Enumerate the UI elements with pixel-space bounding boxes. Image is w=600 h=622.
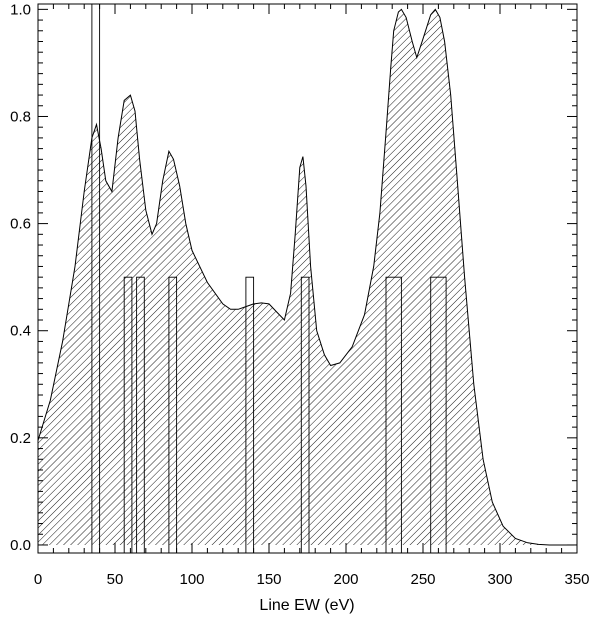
x-tick-label: 200 xyxy=(333,571,358,588)
y-tick-label: 0.4 xyxy=(10,323,31,340)
x-tick-label: 300 xyxy=(487,571,512,588)
y-tick-label: 0.8 xyxy=(10,108,31,125)
x-tick-label: 150 xyxy=(256,571,281,588)
plot-frame xyxy=(37,3,578,554)
x-tick-label: 350 xyxy=(564,571,589,588)
y-tick-label: 0.6 xyxy=(10,216,31,233)
y-tick-label: 1.0 xyxy=(10,1,31,18)
x-tick-label: 100 xyxy=(179,571,204,588)
x-tick-label: 250 xyxy=(410,571,435,588)
x-tick-label: 50 xyxy=(107,571,124,588)
y-tick-label: 0.0 xyxy=(10,537,31,554)
area-outline xyxy=(37,8,574,546)
x-tick-label: 0 xyxy=(34,571,42,588)
y-tick-label: 0.2 xyxy=(10,430,31,447)
x-axis-title: Line EW (eV) xyxy=(259,597,354,614)
